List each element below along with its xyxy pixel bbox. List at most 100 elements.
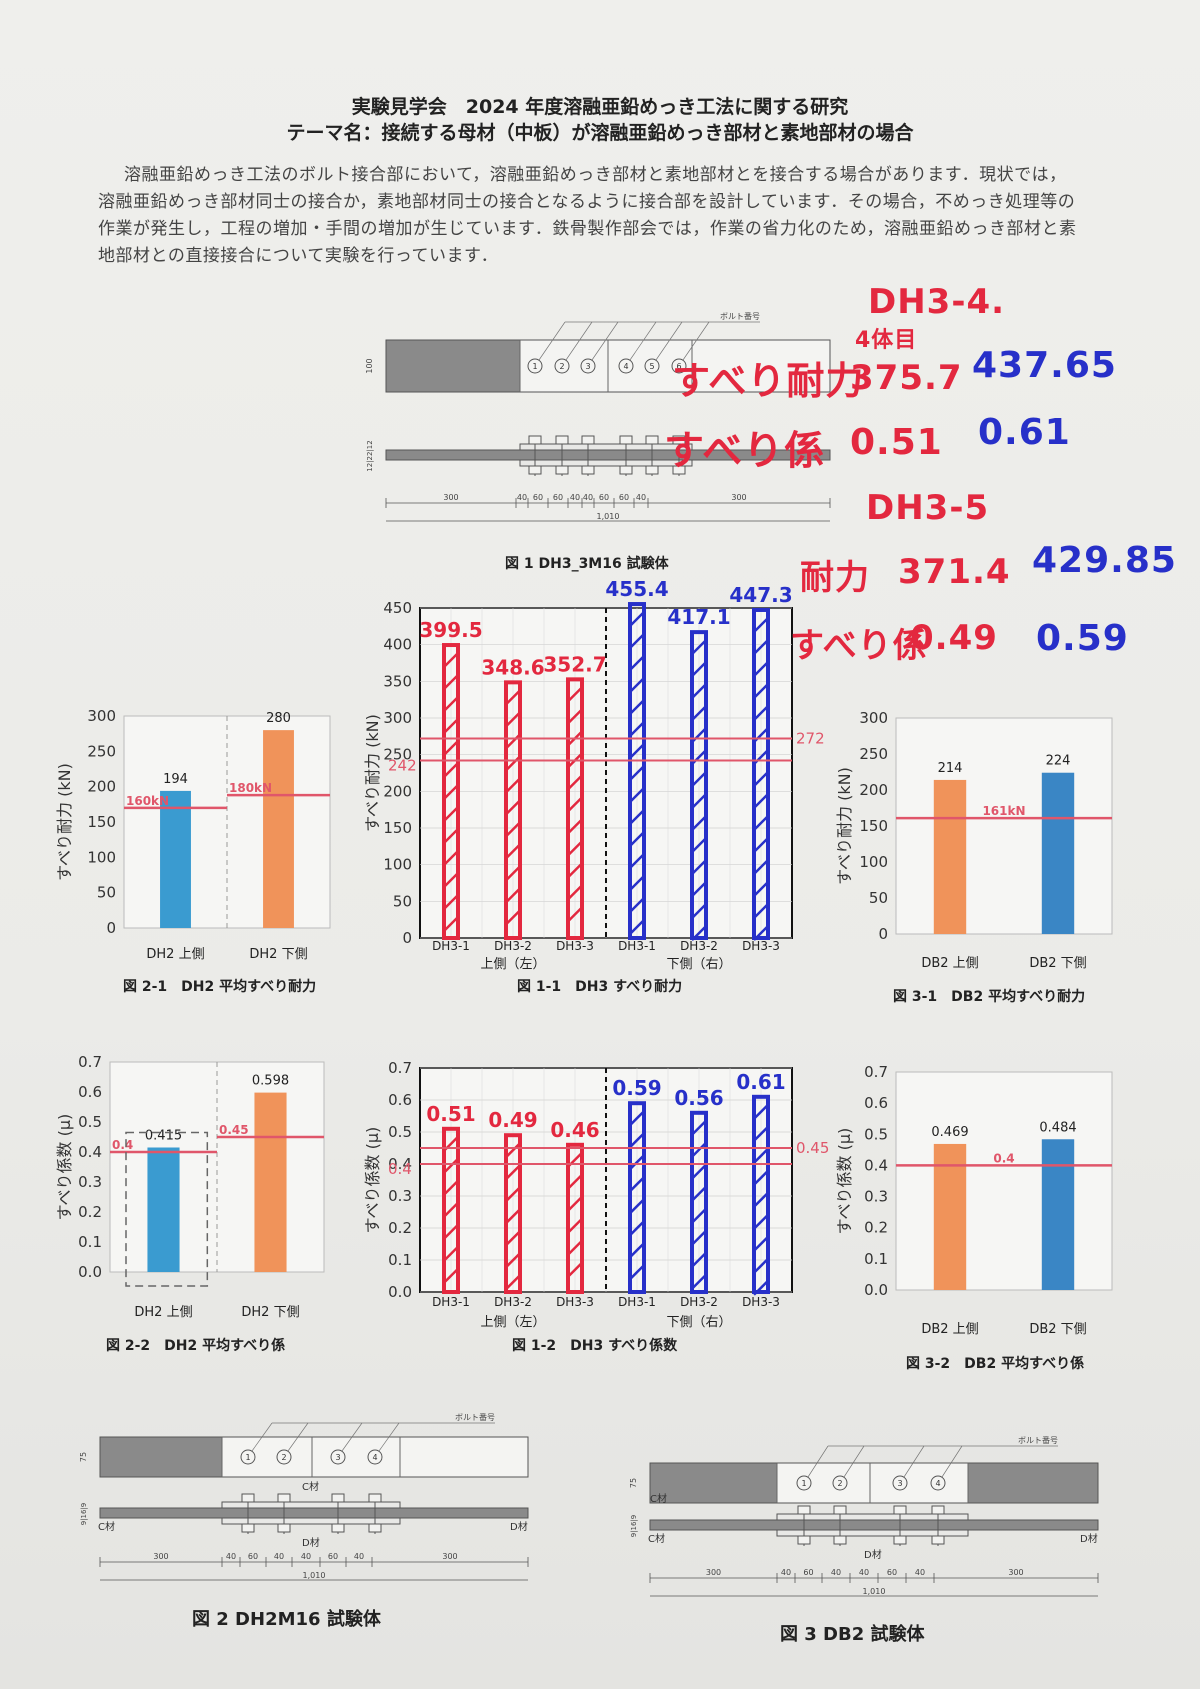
- figure1-leader-line: [655, 321, 683, 361]
- fig1_2-ytick-label: 0.2: [388, 1219, 412, 1237]
- fig1_1-bar-hatch: [629, 875, 645, 891]
- figure2-gray-member-left: [99, 1436, 223, 1478]
- figure1-bolt-circle: [618, 358, 634, 374]
- figure2-thickness-label: 9|16|9: [80, 1503, 88, 1526]
- fig1_1-group-lower: 下側（右）: [666, 957, 731, 972]
- figure2-dim-value: 60: [248, 1552, 258, 1561]
- figure3-dim-value: 40: [781, 1568, 791, 1577]
- fig1_1-ytick-label: 100: [383, 856, 412, 874]
- fig1_2-bar-hatch: [691, 1119, 707, 1136]
- figure1-bolt-circle: [671, 358, 687, 374]
- fig2_1-ytick-label: 200: [87, 778, 116, 796]
- figure3-bolt-nut: [833, 1535, 847, 1545]
- figure2-leader-line: [251, 1422, 273, 1452]
- fig1_2-value-label: 0.51: [426, 1102, 475, 1126]
- fig3_2-category-label: DB2 下側: [1029, 1322, 1086, 1337]
- fig1_2-bar-hatch: [753, 1169, 769, 1186]
- fig1_1-bar-hatch: [505, 755, 521, 772]
- fig1_1-ytick-label: 150: [383, 819, 412, 837]
- figure2-bolt-circle: [330, 1449, 346, 1465]
- fig1_1-bar-hatch: [443, 718, 459, 734]
- fig1_1-bar-hatch: [443, 762, 459, 778]
- fig1_1-value-label: 348.6: [481, 655, 544, 679]
- fig3_1-bar: [1041, 772, 1075, 934]
- fig1_1-bar-hatch: [505, 733, 521, 750]
- figure1-bolt-number: 3: [585, 362, 590, 371]
- fig1_1-bar-hatch: [753, 661, 769, 677]
- figure1-dim-value: 60: [619, 493, 629, 502]
- fig2_2-ref-label: 0.45: [219, 1123, 249, 1137]
- fig2_1-ytick-label: 50: [97, 884, 116, 902]
- fig3_1-ref-label: 161kN: [982, 804, 1025, 818]
- fig2_1-ytick-label: 250: [87, 742, 116, 760]
- fig3_2-ytick-label: 0.7: [864, 1063, 888, 1081]
- fig1_2-bar-hatch: [443, 1245, 459, 1262]
- fig1_1-ytick-label: 200: [383, 782, 412, 800]
- fig1_1-value-label: 417.1: [667, 605, 730, 629]
- fig3_1-ytick-label: 250: [859, 745, 888, 763]
- fig2_2-ytick-label: 0.4: [78, 1143, 102, 1161]
- fig1_1-bar-hatch: [443, 674, 459, 690]
- theme-title: テーマ名：接続する母材（中板）が溶融亜鉛めっき部材と素地部材の場合: [286, 122, 914, 144]
- fig2_2-ytick-label: 0.1: [78, 1233, 102, 1251]
- figure3-splice-top: [776, 1513, 969, 1521]
- fig1_2-category-label: DH3-2: [494, 1295, 532, 1309]
- fig2_2-value-label: 0.415: [145, 1129, 182, 1144]
- figure2-leader-line: [341, 1422, 363, 1452]
- fig1_1-bar: [752, 607, 770, 940]
- fig1_1-bar-hatch: [753, 683, 769, 699]
- fig1_1-bar-hatch: [753, 771, 769, 787]
- figure1-bolt-number: 1: [532, 362, 537, 371]
- figure3-leader-line: [843, 1445, 865, 1478]
- fig1_2-bar-hatch: [505, 1252, 521, 1269]
- figure3-dim-value: 300: [706, 1568, 721, 1577]
- figure1-bolt-nut: [528, 465, 542, 475]
- fig1_1-value-label: 399.5: [419, 618, 482, 642]
- fig1_1-bar-hatch: [691, 793, 707, 810]
- fig1_2-ytick-label: 0.1: [388, 1251, 412, 1269]
- figure1-dim-value: 300: [731, 493, 746, 502]
- figure1-dim-value: 40: [583, 493, 593, 502]
- figure1-bolt-nut: [645, 465, 659, 475]
- fig1_2-bar-hatch: [691, 1229, 707, 1246]
- fig1_2-bar-hatch: [753, 1235, 769, 1252]
- figure3-bolt-number: 3: [897, 1479, 902, 1488]
- fig2_1-ytick-label: 150: [87, 813, 116, 831]
- fig1_2-value-label: 0.46: [550, 1118, 599, 1142]
- figure1-bolt-circle: [554, 358, 570, 374]
- fig1_1-bar-hatch: [753, 925, 769, 941]
- fig1_2-bar-hatch: [505, 1142, 521, 1159]
- fig1_1-bar-hatch: [691, 837, 707, 854]
- figure2-bolt-nut: [277, 1523, 291, 1533]
- fig3_1-ytick-label: 50: [869, 889, 888, 907]
- handwritten-dh3-4: DH3-4.: [868, 282, 1006, 322]
- fig3_2-ytick-label: 0.3: [864, 1188, 888, 1206]
- fig2_1-category-label: DH2 上側: [146, 947, 204, 962]
- figure2-leader-line: [287, 1422, 309, 1452]
- fig1_1-category-label: DH3-1: [618, 939, 656, 953]
- fig2_2-ytick-label: 0.2: [78, 1203, 102, 1221]
- fig1_2-ytick-label: 0.6: [388, 1091, 412, 1109]
- fig2_2-bar: [147, 1147, 180, 1272]
- fig1_2-bar-hatch: [443, 1201, 459, 1218]
- fig1_1-bar-hatch: [629, 743, 645, 759]
- figure2-total-value: 1,010: [303, 1571, 326, 1580]
- fig1_1-bar-hatch: [443, 806, 459, 822]
- figure3-bolt-label: ボルト番号: [1018, 1435, 1058, 1445]
- fig1_1-group-upper: 上側（左）: [480, 957, 545, 972]
- figure1-gray-member-left: [385, 339, 521, 393]
- intro-paragraph: 溶融亜鉛めっき工法のボルト接合部において，溶融亜鉛めっき部材と素地部材とを接合す…: [98, 165, 1077, 266]
- fig1_2-bar-hatch: [505, 1164, 521, 1181]
- fig1_2-bar: [628, 1101, 646, 1294]
- fig1_1-bar-hatch: [629, 611, 645, 627]
- fig2_1-chart: 0 50 100 150 200 250 300 すべり耐力 (kN) 194 DH2 上側 280…: [55, 707, 331, 962]
- fig1_1-bar-hatch: [567, 686, 583, 703]
- fig3_1-bar: [933, 779, 967, 934]
- figure1-bolt-circle: [644, 358, 660, 374]
- figure1-bolt-number: 4: [623, 362, 628, 371]
- fig1_1-bar-hatch: [691, 771, 707, 788]
- fig3_2-value-label: 0.484: [1039, 1120, 1076, 1135]
- fig1_1-bar-hatch: [691, 903, 707, 920]
